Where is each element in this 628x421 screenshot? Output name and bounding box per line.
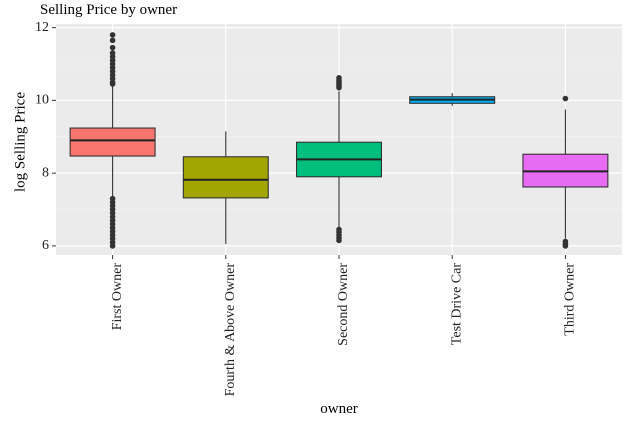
box-iqr [182, 156, 269, 199]
boxes [69, 32, 609, 249]
axes: 6 8 10 12 First Owner Fourth & Above Owner Sec… [35, 20, 578, 397]
y-tick-label: 6 [42, 238, 49, 253]
outlier-point [109, 81, 116, 87]
y-tick-label: 10 [35, 93, 49, 108]
x-axis-label: owner [320, 401, 358, 417]
y-axis-label: log Selling Price [12, 92, 28, 192]
outlier-point [109, 32, 116, 38]
box-group [295, 75, 382, 244]
box-group [522, 95, 609, 249]
x-tick-label: First Owner [110, 263, 125, 331]
box-group [182, 131, 269, 245]
box-group [409, 93, 496, 106]
y-tick-label: 12 [35, 20, 49, 35]
x-tick-label: Second Owner [336, 263, 351, 346]
outlier-point [109, 37, 116, 44]
outlier-point [336, 84, 342, 91]
box-group [69, 32, 156, 249]
outlier-point [109, 243, 116, 249]
outlier-point [336, 237, 342, 244]
y-tick-label: 8 [42, 165, 49, 180]
outlier-point [562, 243, 569, 249]
outlier-point [562, 95, 569, 102]
box-iqr [69, 127, 156, 157]
chart-title: Selling Price by owner [40, 2, 178, 18]
outlier-point [109, 44, 116, 51]
x-tick-label: Test Drive Car [449, 263, 464, 346]
x-tick-label: Third Owner [563, 263, 578, 336]
x-tick-label: Fourth & Above Owner [223, 263, 238, 397]
